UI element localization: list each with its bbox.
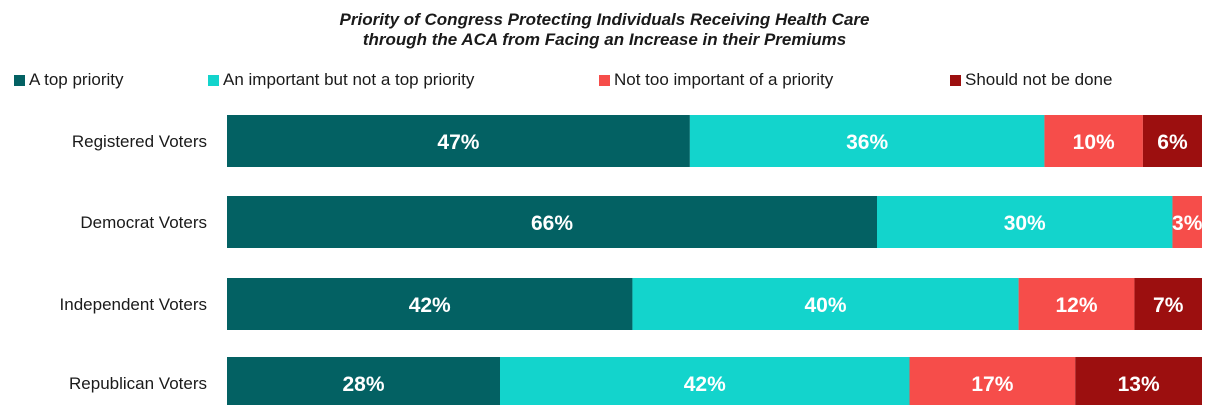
bar-segment <box>689 115 1045 167</box>
bar-segment <box>632 278 1019 330</box>
bar-segment <box>1018 278 1135 330</box>
bar-segment <box>227 278 633 330</box>
chart-title-line-2: through the ACA from Facing an Increase … <box>362 30 847 49</box>
legend-item-should-not-be-done: Should not be done <box>950 70 1112 90</box>
bar-segment <box>1044 115 1143 167</box>
bar-segment <box>227 196 877 248</box>
data-label: 66% <box>531 212 573 235</box>
bar-segment <box>227 115 690 167</box>
legend-label: A top priority <box>29 70 124 89</box>
bar-segment <box>1134 278 1202 330</box>
data-label: 42% <box>684 373 726 396</box>
bar-segment <box>1075 357 1202 405</box>
category-label: Democrat Voters <box>80 213 207 232</box>
data-label: 42% <box>409 294 451 317</box>
data-label: 3% <box>1172 212 1203 235</box>
legend-swatch <box>208 74 219 86</box>
data-label: 36% <box>846 131 888 154</box>
bar-segment <box>877 196 1173 248</box>
data-label: 7% <box>1153 294 1184 317</box>
data-label: 12% <box>1055 294 1097 317</box>
legend-item-not-too-important: Not too important of a priority <box>599 70 833 90</box>
legend-label: Should not be done <box>965 70 1113 89</box>
category-label: Republican Voters <box>69 374 207 393</box>
bar-segment <box>909 357 1076 405</box>
data-label: 40% <box>804 294 846 317</box>
chart-title: Priority of Congress Protecting Individu… <box>0 10 1209 50</box>
chart-title-line-1: Priority of Congress Protecting Individu… <box>339 10 870 29</box>
data-label: 28% <box>342 373 384 396</box>
legend-label: Not too important of a priority <box>614 70 834 89</box>
data-label: 10% <box>1073 131 1115 154</box>
data-label: 17% <box>971 373 1013 396</box>
legend-item-top-priority: A top priority <box>14 70 124 90</box>
bar-segment <box>1142 115 1202 167</box>
category-label: Independent Voters <box>60 295 207 314</box>
legend-label: An important but not a top priority <box>223 70 475 89</box>
bar-segment <box>500 357 910 405</box>
data-label: 6% <box>1157 131 1188 154</box>
legend-item-important: An important but not a top priority <box>208 70 474 90</box>
data-label: 13% <box>1118 373 1160 396</box>
bar-segment <box>1172 196 1202 248</box>
legend-swatch <box>14 74 25 86</box>
legend-swatch <box>599 74 610 86</box>
data-label: 47% <box>437 131 479 154</box>
category-label: Registered Voters <box>72 132 207 151</box>
bar-segment <box>227 357 500 405</box>
data-label: 30% <box>1004 212 1046 235</box>
legend-swatch <box>950 74 961 86</box>
